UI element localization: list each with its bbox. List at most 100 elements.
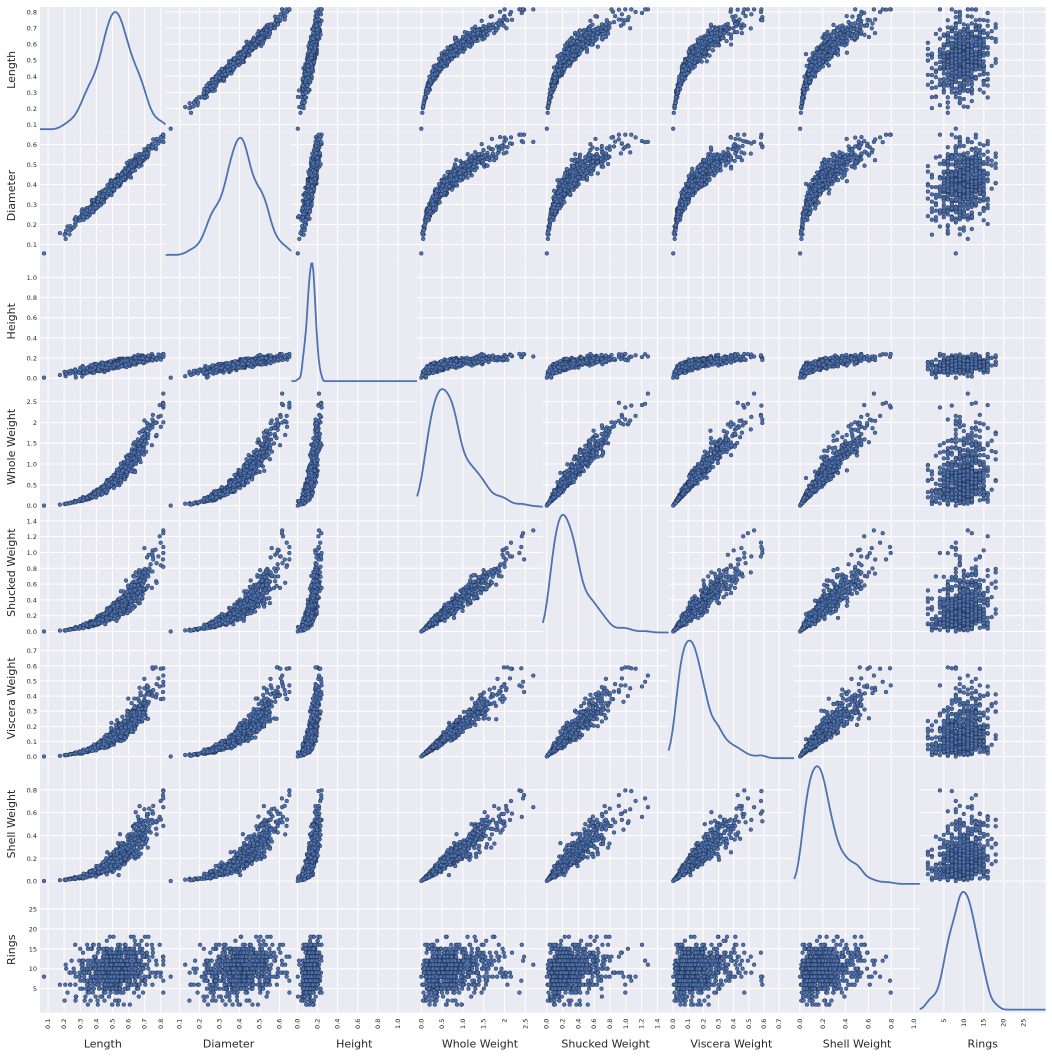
scatter-point (978, 88, 982, 92)
scatter-point (427, 84, 431, 88)
scatter-point (849, 28, 853, 32)
scatter-point (986, 84, 990, 88)
scatter-point (807, 72, 811, 76)
scatter-point (966, 78, 970, 82)
scatter-point (314, 18, 318, 22)
scatter-point (678, 84, 682, 88)
scatter-point (420, 111, 424, 115)
scatter-point (930, 52, 934, 56)
scatter-point (810, 76, 814, 80)
scatter-point (978, 24, 982, 28)
scatter-point (454, 48, 458, 52)
scatter-point (853, 7, 857, 11)
scatter-point (450, 57, 454, 61)
scatter-point (930, 73, 934, 77)
scatter-point (483, 35, 487, 39)
scatter-point (258, 37, 262, 41)
scatter-point (596, 45, 600, 49)
scatter-point (810, 64, 814, 68)
scatter-point (946, 18, 950, 22)
scatter-point (954, 66, 958, 70)
scatter-point (946, 73, 950, 77)
scatter-point (218, 76, 222, 80)
scatter-point (572, 46, 576, 50)
scatter-point (604, 35, 608, 39)
scatter-point (231, 62, 235, 66)
scatter-point (986, 19, 990, 23)
scatter-point (934, 62, 938, 66)
scatter-point (970, 32, 974, 36)
scatter-point (546, 105, 550, 109)
scatter-point (315, 28, 319, 32)
scatter-point (873, 31, 877, 35)
scatter-point (950, 80, 954, 84)
scatter-point (966, 105, 970, 109)
scatter-point (930, 66, 934, 70)
scatter-point (950, 84, 954, 88)
scatter-point (978, 67, 982, 71)
scatter-point (681, 69, 685, 73)
scatter-point (958, 68, 962, 72)
scatter-point (472, 32, 476, 36)
scatter-point (846, 39, 850, 43)
scatter-point (970, 50, 974, 54)
scatter-point (946, 60, 950, 64)
scatter-point (480, 19, 484, 23)
scatter-point (962, 105, 966, 109)
scatter-point (958, 18, 962, 22)
scatter-point (966, 44, 970, 48)
scatter-point (720, 36, 724, 40)
scatter-point (966, 68, 970, 72)
scatter-point (267, 35, 271, 39)
scatter-point (563, 44, 567, 48)
scatter-point (966, 83, 970, 87)
scatter-point (562, 67, 566, 71)
scatter-point (966, 64, 970, 68)
scatter-point (733, 22, 737, 26)
scatter-point (759, 10, 763, 14)
scatter-point (473, 25, 477, 29)
scatter-point (867, 35, 871, 39)
scatter-point (711, 48, 715, 52)
scatter-point (697, 48, 701, 52)
scatter-point (954, 35, 958, 39)
scatter-point (583, 33, 587, 37)
scatter-point (188, 106, 192, 110)
scatter-point (836, 38, 840, 42)
scatter-point (309, 45, 313, 49)
scatter-point (865, 24, 869, 28)
cell-length-vs-height (291, 7, 417, 133)
scatter-point (252, 38, 256, 42)
scatter-point (729, 33, 733, 37)
scatter-point (926, 53, 930, 57)
scatter-point (845, 51, 849, 55)
scatter-point (192, 105, 196, 109)
scatter-point (446, 46, 450, 50)
scatter-point (311, 37, 315, 41)
scatter-point (472, 37, 476, 41)
scatter-point (304, 72, 308, 76)
scatter-point (205, 87, 209, 91)
scatter-point (807, 69, 811, 73)
scatter-point (926, 41, 930, 45)
scatter-point (498, 10, 502, 14)
scatter-point (946, 36, 950, 40)
scatter-point (946, 111, 950, 115)
scatter-point (226, 69, 230, 73)
scatter-point (974, 7, 978, 11)
scatter-point (942, 72, 946, 76)
scatter-point (978, 73, 982, 77)
scatter-point (604, 22, 608, 26)
scatter-point (825, 61, 829, 65)
scatter-point (994, 22, 998, 26)
scatter-point (606, 32, 610, 36)
scatter-point (817, 53, 821, 57)
scatter-point (970, 22, 974, 26)
scatter-point (510, 18, 514, 22)
scatter-point (640, 11, 644, 15)
scatter-point (303, 95, 307, 99)
scatter-point (970, 44, 974, 48)
scatter-point (962, 81, 966, 85)
scatter-point (553, 76, 557, 80)
scatter-point (467, 44, 471, 48)
